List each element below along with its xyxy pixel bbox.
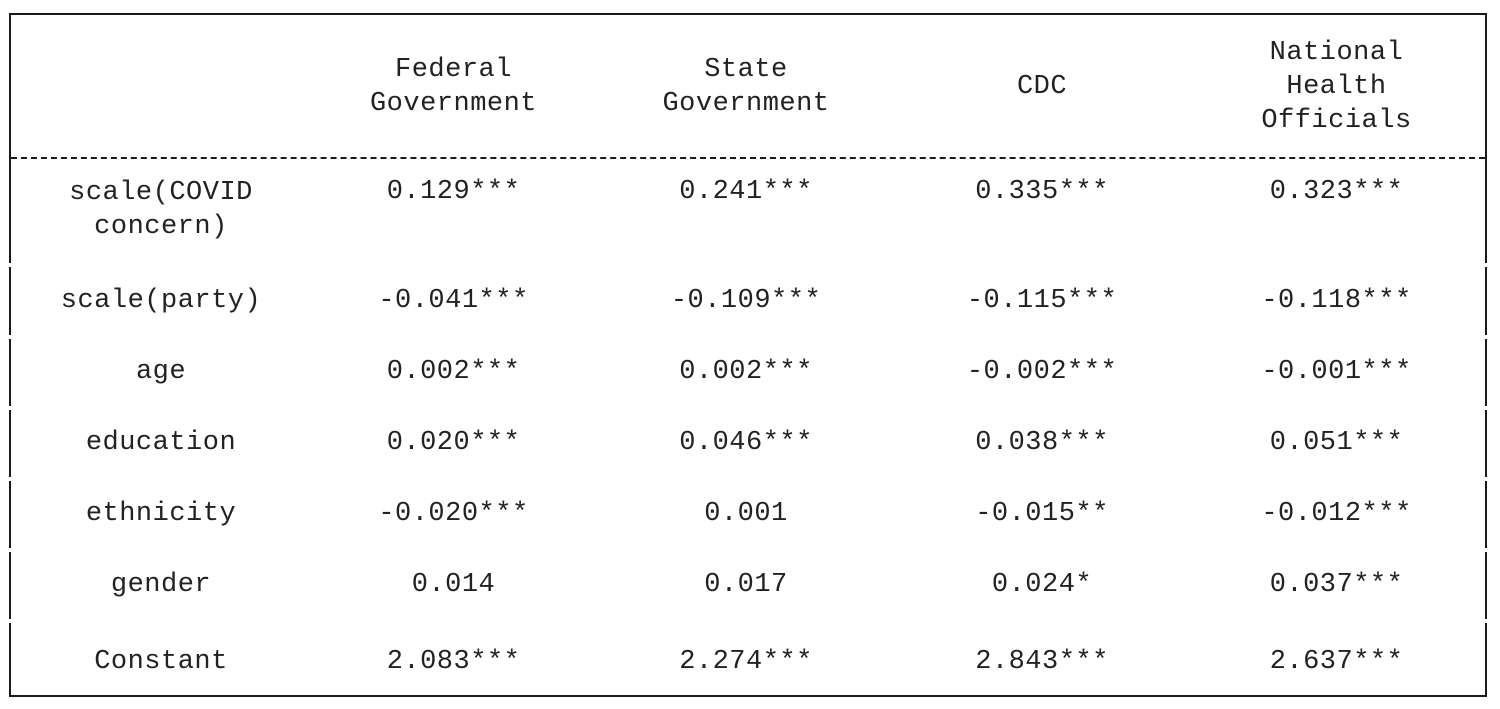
table-cell: 2.637*** bbox=[1269, 647, 1404, 677]
border-gap bbox=[9, 619, 1487, 623]
table-cell: -0.015** bbox=[975, 499, 1109, 529]
table-cell: -0.020*** bbox=[378, 499, 529, 529]
table-cell: 0.323*** bbox=[1269, 177, 1404, 207]
border-gap bbox=[9, 548, 1487, 552]
table-cell: -0.041*** bbox=[378, 286, 529, 316]
table-cell: 0.051*** bbox=[1269, 428, 1404, 458]
border-gap bbox=[9, 263, 1487, 267]
row-label: scale(party) bbox=[60, 286, 262, 316]
table-cell: 0.038*** bbox=[975, 428, 1109, 458]
header-federal-government: Federal Government bbox=[369, 54, 538, 119]
header-cdc: CDC bbox=[1016, 71, 1068, 102]
table-cell: -0.109*** bbox=[670, 286, 822, 316]
table-cell: 0.037*** bbox=[1269, 570, 1404, 600]
table-cell: 0.020*** bbox=[386, 428, 521, 458]
border-gap bbox=[9, 335, 1487, 339]
table-cell: -0.002*** bbox=[966, 357, 1118, 387]
table-cell: 0.024* bbox=[991, 570, 1093, 600]
row-label: education bbox=[85, 428, 237, 458]
table-cell: 0.017 bbox=[704, 570, 788, 600]
table-cell: 0.002*** bbox=[679, 357, 813, 387]
table-cell: 0.002*** bbox=[386, 357, 521, 387]
table-cell: -0.115*** bbox=[966, 286, 1118, 316]
table-cell: -0.012*** bbox=[1261, 499, 1412, 529]
header-blank bbox=[11, 15, 311, 158]
border-gap bbox=[9, 406, 1487, 410]
row-label: gender bbox=[110, 570, 212, 600]
row-label: age bbox=[135, 357, 187, 387]
table-cell: 2.274*** bbox=[679, 647, 813, 677]
row-label: Constant bbox=[94, 647, 228, 677]
table-cell: 0.046*** bbox=[679, 428, 813, 458]
table-cell: 2.083*** bbox=[386, 647, 521, 677]
header-national-health-officials: National Health Officials bbox=[1261, 37, 1412, 136]
table-cell: -0.118*** bbox=[1261, 286, 1412, 316]
regression-table: Federal Government State Government CDC … bbox=[9, 13, 1487, 697]
row-label: ethnicity bbox=[85, 499, 237, 529]
table-cell: 0.001 bbox=[704, 499, 788, 529]
table-cell: 0.014 bbox=[411, 570, 496, 600]
header-divider bbox=[11, 157, 1485, 159]
header-state-government: State Government bbox=[662, 54, 830, 119]
border-gap bbox=[9, 477, 1487, 481]
table-cell: 0.129*** bbox=[386, 177, 521, 207]
row-label: scale(COVID concern) bbox=[69, 178, 253, 242]
table-cell: 0.335*** bbox=[975, 177, 1109, 207]
table-cell: 2.843*** bbox=[975, 647, 1109, 677]
table-cell: 0.241*** bbox=[679, 177, 813, 207]
table-cell: -0.001*** bbox=[1261, 357, 1412, 387]
